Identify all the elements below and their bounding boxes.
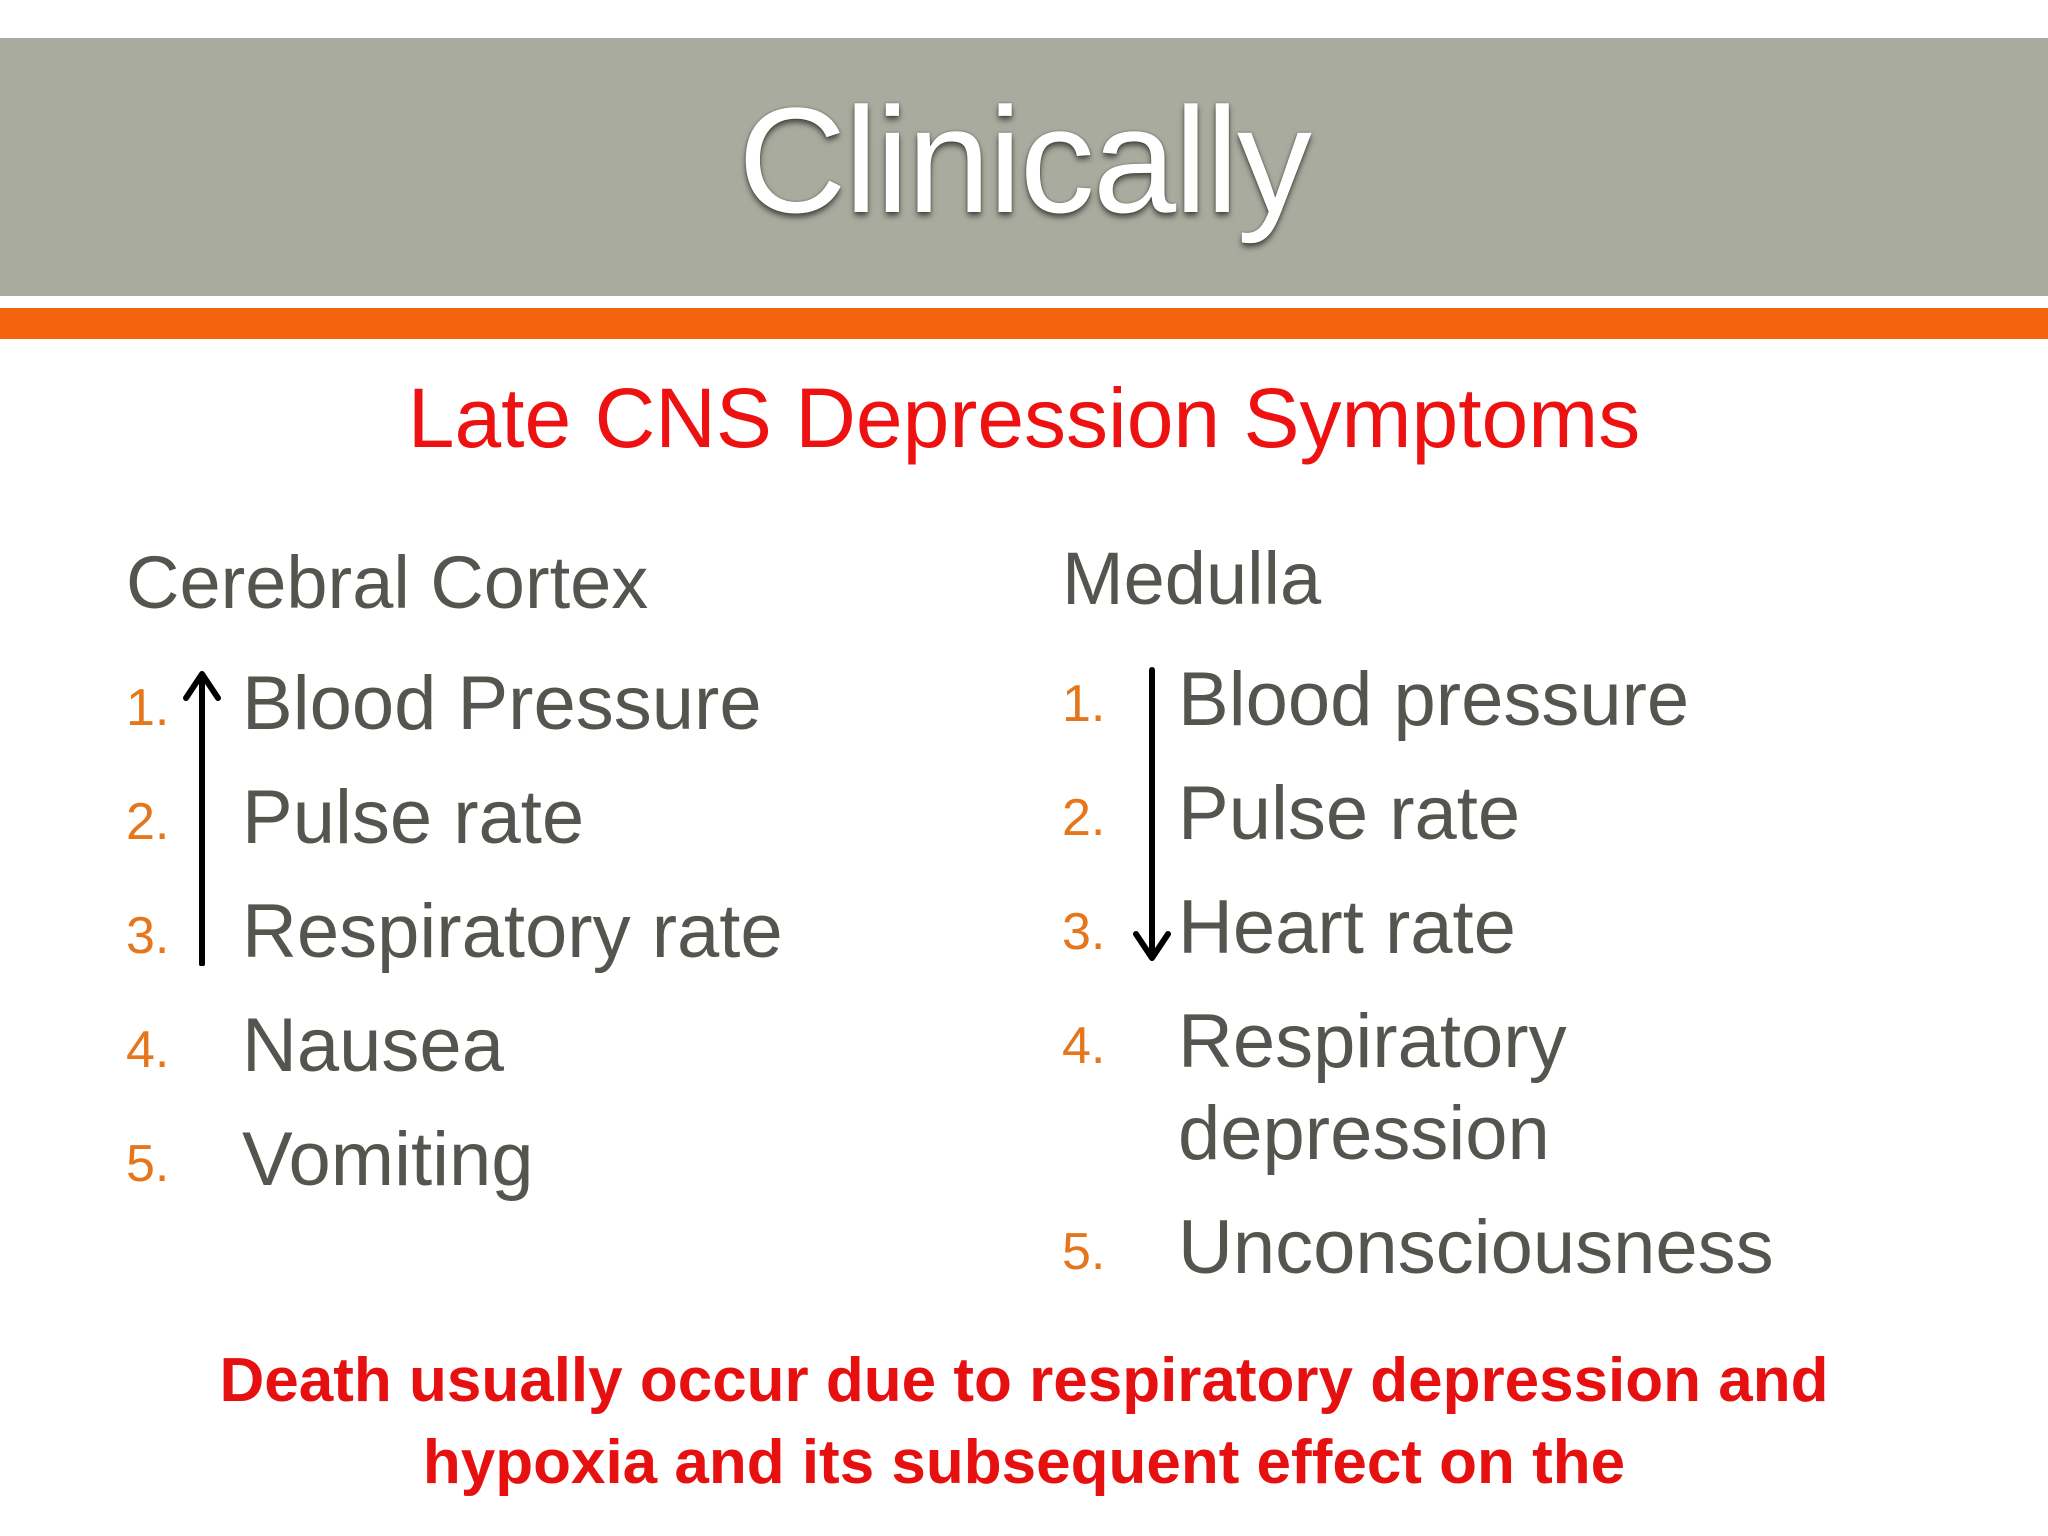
- footer-note: Death usually occur due to respiratory d…: [60, 1340, 1988, 1504]
- list-number: 5.: [126, 1135, 170, 1193]
- right-column-heading: Medulla: [1062, 537, 1322, 620]
- accent-divider: [0, 308, 2048, 339]
- list-number: 4.: [126, 1021, 170, 1079]
- footer-line-1: Death usually occur due to respiratory d…: [219, 1346, 1829, 1415]
- list-label: Blood Pressure: [242, 661, 762, 746]
- title-band: Clinically: [0, 38, 2048, 296]
- list-label: Nausea: [242, 1003, 504, 1088]
- left-list-item-4: 4. Nausea: [126, 1000, 886, 1100]
- footer-line-2: hypoxia and its subsequent effect on the: [422, 1428, 1626, 1497]
- list-label: Respiratory rate: [242, 889, 783, 974]
- right-list-item-5: 5. Unconsciousness: [1062, 1202, 1962, 1302]
- list-number: 1.: [1062, 675, 1106, 733]
- right-list-item-4: 4. Respiratory depression: [1062, 996, 1962, 1186]
- list-number: 4.: [1062, 1017, 1106, 1075]
- slide-title: Clinically: [738, 75, 1312, 244]
- list-label: Respiratory: [1178, 999, 1567, 1084]
- list-number: 1.: [126, 679, 170, 737]
- left-column-heading: Cerebral Cortex: [126, 541, 649, 624]
- list-label-continuation: depression: [1178, 1091, 1550, 1176]
- list-number: 2.: [1062, 789, 1106, 847]
- list-label: Heart rate: [1178, 885, 1516, 970]
- right-list-item-1: 1. Blood pressure: [1062, 654, 1962, 754]
- left-list-item-5: 5. Vomiting: [126, 1114, 886, 1214]
- down-arrow-icon: [1133, 667, 1171, 961]
- up-arrow-icon: [183, 671, 221, 966]
- left-list-item-2: 2. Pulse rate: [126, 772, 886, 872]
- list-label: Vomiting: [242, 1117, 534, 1202]
- list-number: 3.: [126, 907, 170, 965]
- list-label: Pulse rate: [1178, 771, 1521, 856]
- right-list-item-3: 3. Heart rate: [1062, 882, 1962, 982]
- list-number: 5.: [1062, 1223, 1106, 1281]
- list-label: Pulse rate: [242, 775, 585, 860]
- list-label: Blood pressure: [1178, 657, 1690, 742]
- list-number: 2.: [126, 793, 170, 851]
- left-list-item-3: 3. Respiratory rate: [126, 886, 886, 986]
- list-label: Unconsciousness: [1178, 1205, 1774, 1290]
- left-list-item-1: 1. Blood Pressure: [126, 658, 886, 758]
- slide-subtitle: Late CNS Depression Symptoms: [407, 371, 1641, 465]
- right-list-item-2: 2. Pulse rate: [1062, 768, 1962, 868]
- list-number: 3.: [1062, 903, 1106, 961]
